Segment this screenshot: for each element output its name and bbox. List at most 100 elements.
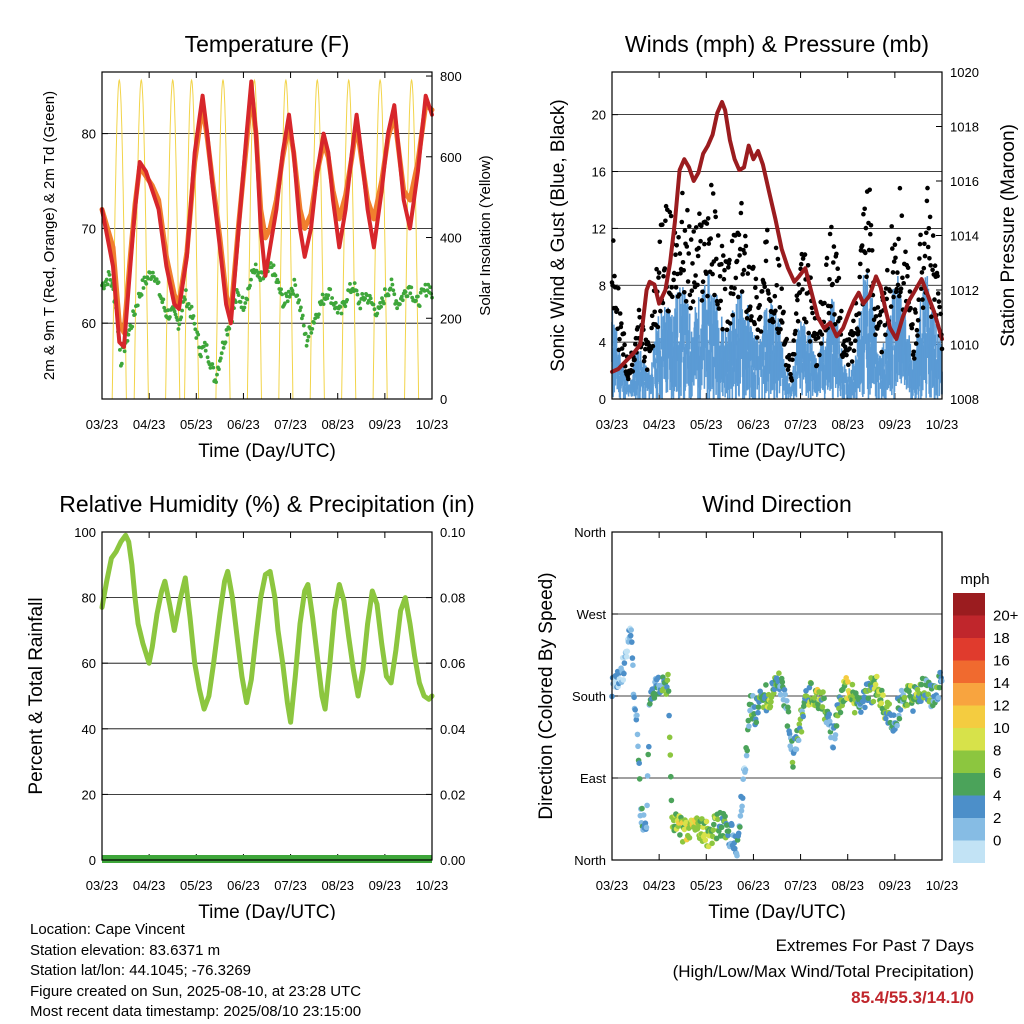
colorbar-swatch	[953, 773, 985, 796]
wind-direction-point	[878, 700, 885, 706]
wind-direction-point	[624, 648, 631, 655]
wind-gust-point	[842, 344, 848, 350]
wind-direction-point	[722, 813, 728, 820]
wind-direction-point	[725, 832, 731, 839]
wind-gust-point	[739, 289, 745, 294]
wind-gust-point	[824, 255, 830, 261]
wind-gust-point	[781, 309, 786, 315]
wind-direction-point	[768, 699, 774, 705]
wind-direction-point	[806, 684, 813, 691]
wind-direction-point	[647, 701, 653, 707]
wind-gust-point	[700, 289, 705, 295]
x-tick-label: 08/23	[321, 878, 354, 893]
wind-gust-point	[798, 261, 804, 267]
wind-gust-point	[935, 291, 941, 296]
dewpoint-point	[292, 277, 297, 282]
wind-direction-point	[621, 670, 627, 677]
wind-gust-point	[718, 298, 723, 304]
wind-direction-point	[779, 679, 786, 685]
dewpoint-point	[146, 276, 151, 281]
wind-gust-point	[662, 266, 668, 271]
wind-gust-point	[685, 207, 690, 213]
wind-direction-point	[755, 704, 762, 710]
wind-gust-point	[682, 228, 688, 233]
wind-gust-point	[914, 327, 920, 333]
dewpoint-point	[293, 283, 298, 287]
wind-direction-point	[699, 816, 705, 822]
dewpoint-point	[363, 296, 367, 301]
wind-gust-point	[873, 332, 878, 338]
dewpoint-point	[154, 277, 159, 281]
wind-gust-point	[786, 363, 791, 369]
wind-gust-point	[704, 221, 710, 226]
wind-gust-point	[619, 346, 625, 351]
wind-gust-point	[853, 338, 858, 344]
y-tick-label: 80	[82, 127, 96, 142]
wind-gust-point	[738, 210, 744, 216]
dewpoint-point	[318, 302, 323, 307]
wind-gust-point	[797, 290, 803, 295]
wind-gust-point	[681, 268, 686, 273]
wind-gust-point	[927, 255, 932, 261]
dewpoint-point	[303, 331, 308, 336]
wind-gust-point	[895, 282, 901, 288]
dewpoint-point	[191, 314, 196, 318]
colorbar-swatch	[953, 795, 985, 818]
dewpoint-point	[218, 356, 223, 361]
wind-gust-point	[724, 327, 730, 333]
wind-gust-point	[633, 342, 638, 347]
wind-direction-point	[918, 681, 925, 688]
wind-direction-point	[767, 703, 774, 710]
colorbar-swatch	[953, 638, 985, 661]
wind-gust-point	[793, 328, 798, 334]
dewpoint-point	[199, 354, 203, 359]
wind-direction-point	[634, 712, 640, 719]
wind-gust-point	[742, 251, 747, 256]
dewpoint-point	[382, 301, 386, 306]
wind-gust-point	[679, 219, 685, 225]
wind-gust-point	[901, 281, 906, 286]
solar-insolation-line	[341, 78, 357, 400]
wind-gust-point	[817, 352, 822, 358]
wind-gust-point	[929, 314, 934, 320]
dewpoint-point	[393, 302, 398, 306]
wind-gust-point	[670, 294, 675, 300]
wind-gust-point	[780, 320, 785, 325]
dewpoint-point	[343, 304, 348, 309]
wind-gust-point	[667, 209, 673, 215]
wind-direction-point	[651, 695, 658, 701]
wind-gust-point	[832, 312, 837, 317]
dewpoint-point	[389, 277, 394, 282]
dewpoint-point	[428, 285, 432, 290]
wind-direction-point	[665, 671, 671, 678]
wind-gust-point	[912, 356, 917, 361]
wind-gust-point	[830, 281, 835, 287]
wind-direction-point	[862, 704, 868, 711]
dewpoint-point	[225, 332, 230, 337]
dewpoint-point	[131, 309, 136, 314]
wind-gust-point	[892, 242, 898, 247]
wind-gust-point	[698, 238, 703, 244]
wind-gust-point	[691, 229, 696, 234]
wind-direction-point	[646, 743, 652, 750]
chart-title: Temperature (F)	[185, 31, 350, 57]
dewpoint-point	[135, 303, 140, 308]
wind-gust-point	[793, 311, 799, 316]
wind-gust-point	[722, 286, 728, 292]
extremes-title: Extremes For Past 7 Days	[775, 936, 974, 955]
wind-gust-point	[743, 233, 748, 239]
dewpoint-point	[338, 305, 343, 309]
wind-gust-point	[752, 321, 757, 327]
wind-gust-point	[905, 265, 911, 271]
x-tick-label: 03/23	[86, 878, 119, 893]
wind-gust-point	[682, 290, 687, 295]
wind-gust-point	[731, 291, 736, 297]
wind-gust-point	[630, 369, 635, 374]
speed-colorbar: mph 20+ 18 16 14 12 10 8 6 4 2 0	[953, 571, 1019, 863]
wind-gust-point	[792, 352, 797, 357]
wind-direction-point	[702, 837, 709, 843]
y-tick-label: 4	[599, 335, 606, 350]
dewpoint-point	[325, 296, 330, 301]
dewpoint-point	[236, 293, 241, 297]
